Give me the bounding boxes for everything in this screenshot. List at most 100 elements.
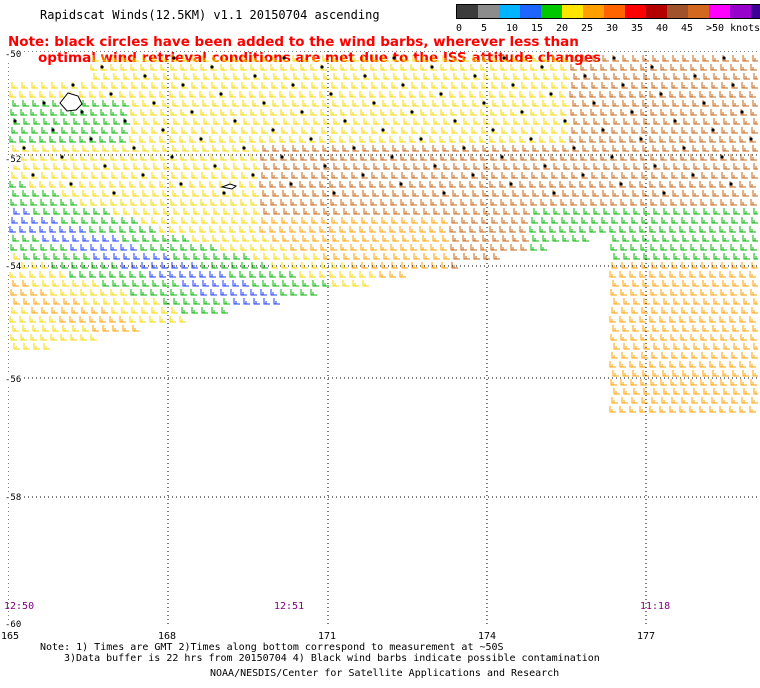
wind-barb (169, 316, 176, 323)
wind-barb (750, 199, 757, 206)
wind-barb (673, 163, 680, 170)
wind-barb (223, 118, 230, 125)
wind-barb (79, 226, 86, 233)
wind-barb (509, 136, 516, 143)
wind-barb (303, 73, 310, 80)
wind-barb (701, 82, 708, 89)
wind-barb (709, 361, 716, 368)
wind-barb (201, 82, 208, 89)
wind-barb (122, 280, 129, 287)
wind-barb (63, 253, 70, 260)
wind-barb (663, 163, 670, 170)
wind-barb (183, 118, 190, 125)
wind-barb (259, 226, 266, 233)
wind-barb (52, 190, 59, 197)
wind-barb (182, 235, 189, 242)
wind-barb (339, 226, 346, 233)
wind-barb (511, 127, 518, 134)
wind-barb (741, 127, 748, 134)
wind-barb (633, 343, 640, 350)
wind-barb (721, 82, 728, 89)
wind-barb (620, 64, 627, 71)
wind-barb (131, 127, 138, 134)
wind-barb (341, 217, 348, 224)
wind-barb (359, 181, 366, 188)
wind-barb (260, 289, 267, 296)
wind-barb (353, 163, 360, 170)
wind-barb (190, 289, 197, 296)
wind-barb (332, 235, 339, 242)
wind-barb (632, 190, 639, 197)
wind-barb (150, 109, 157, 116)
wind-barb (90, 154, 97, 161)
wind-barb (120, 289, 127, 296)
contamination-dot (500, 155, 504, 159)
wind-barb (621, 307, 628, 314)
wind-barb (692, 370, 699, 377)
wind-barb (203, 118, 210, 125)
wind-barb (541, 172, 548, 179)
wind-barb (263, 118, 270, 125)
wind-barb (42, 145, 49, 152)
wind-barb (239, 136, 246, 143)
wind-barb (132, 55, 139, 62)
wind-barb (483, 73, 490, 80)
wind-barb (401, 262, 408, 269)
wind-barb (182, 280, 189, 287)
wind-barb (682, 280, 689, 287)
wind-barb (611, 127, 618, 134)
wind-barb (313, 73, 320, 80)
wind-barb (512, 190, 519, 197)
wind-barb (502, 145, 509, 152)
wind-barb (420, 199, 427, 206)
wind-barb (179, 91, 186, 98)
wind-barb (152, 55, 159, 62)
wind-barb (742, 190, 749, 197)
wind-barb (530, 199, 537, 206)
wind-barb (612, 325, 619, 332)
wind-barb (139, 226, 146, 233)
contamination-dot (190, 110, 194, 114)
wind-barb (561, 217, 568, 224)
wind-barb (640, 199, 647, 206)
wind-barb (193, 253, 200, 260)
wind-barb (399, 91, 406, 98)
wind-barb (52, 235, 59, 242)
wind-barb (572, 55, 579, 62)
wind-barb (130, 244, 137, 251)
wind-barb (173, 253, 180, 260)
wind-barb (453, 253, 460, 260)
wind-barb (430, 109, 437, 116)
wind-barb (289, 271, 296, 278)
wind-barb (371, 172, 378, 179)
wind-barb (191, 172, 198, 179)
wind-barb (640, 109, 647, 116)
lon-label: 171 (318, 631, 337, 642)
wind-barb (202, 235, 209, 242)
wind-barb (620, 154, 627, 161)
wind-barb (322, 145, 329, 152)
wind-barb (41, 307, 48, 314)
wind-barb (719, 226, 726, 233)
wind-barb (713, 343, 720, 350)
wind-barb (31, 262, 38, 269)
wind-barb (43, 118, 50, 125)
contamination-dot (572, 146, 576, 150)
wind-barb (53, 208, 60, 215)
wind-barb (692, 145, 699, 152)
legend-swatch (562, 5, 583, 18)
wind-barb (522, 190, 529, 197)
wind-barb (540, 109, 547, 116)
wind-barb (173, 73, 180, 80)
wind-barb (662, 145, 669, 152)
wind-barb (289, 136, 296, 143)
wind-barb (463, 73, 470, 80)
contamination-dot (639, 137, 643, 141)
wind-barb (73, 298, 80, 305)
wind-barb (49, 316, 56, 323)
wind-barb (601, 217, 608, 224)
wind-barb (640, 154, 647, 161)
wind-barb (79, 316, 86, 323)
contamination-dot (329, 92, 333, 96)
wind-barb (679, 271, 686, 278)
